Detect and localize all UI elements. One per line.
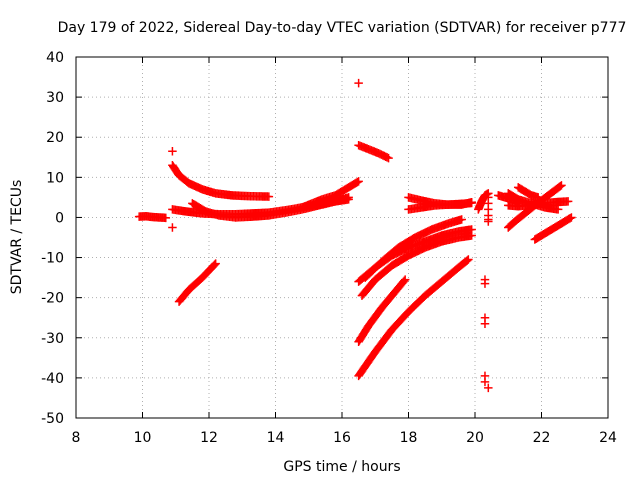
data-point xyxy=(400,275,410,284)
data-point xyxy=(555,182,565,191)
data-point xyxy=(533,193,543,202)
data-point xyxy=(457,215,466,224)
series-arc-09 xyxy=(357,231,476,300)
series-arc-07 xyxy=(354,140,393,163)
data-point xyxy=(353,177,362,187)
x-tick-label: 20 xyxy=(466,430,484,446)
y-tick-label: 0 xyxy=(55,210,64,226)
data-point xyxy=(563,197,573,206)
grid xyxy=(76,57,608,418)
data-point xyxy=(161,213,171,223)
data-point xyxy=(567,213,576,222)
chart-title: Day 179 of 2022, Sidereal Day-to-day VTE… xyxy=(58,20,627,36)
y-tick-label: -30 xyxy=(41,331,64,347)
x-tick-label: 16 xyxy=(333,430,351,446)
data-point xyxy=(264,192,274,201)
y-tick-label: -40 xyxy=(41,371,64,387)
data-points xyxy=(134,78,576,393)
data-point xyxy=(480,377,490,387)
plot-frame xyxy=(75,56,609,419)
y-axis-label: SDTVAR / TECUs xyxy=(9,180,25,295)
data-point xyxy=(211,259,220,268)
x-tick-label: 14 xyxy=(267,430,285,446)
data-point xyxy=(168,223,177,232)
data-point xyxy=(384,153,393,163)
data-point xyxy=(210,260,219,269)
data-point xyxy=(484,215,493,224)
y-tick-label: -10 xyxy=(41,251,64,267)
series-arc-14 xyxy=(404,198,476,214)
data-point xyxy=(467,198,476,208)
series-arc-21 xyxy=(513,183,543,202)
y-tick-labels: -50 -40 -30 -20 -10 0 10 20 30 40 xyxy=(41,50,64,427)
x-tick-label: 22 xyxy=(533,430,551,446)
x-tick-labels: 8 10 12 14 16 18 20 22 24 xyxy=(72,430,617,446)
y-tick-label: 10 xyxy=(46,170,64,186)
series-arc-06 xyxy=(174,259,220,306)
data-point xyxy=(399,276,409,286)
data-point xyxy=(484,199,493,208)
series-arc-01 xyxy=(134,211,171,223)
data-point xyxy=(168,147,177,156)
series-arc-10 xyxy=(361,215,466,282)
data-point xyxy=(467,231,476,240)
y-tick-label: 40 xyxy=(46,50,64,66)
x-tick-label: 8 xyxy=(72,430,81,446)
data-point xyxy=(565,213,575,223)
data-point xyxy=(480,279,490,288)
series-arc-20 xyxy=(530,213,576,244)
y-tick-label: 30 xyxy=(46,90,64,106)
data-point xyxy=(464,255,473,264)
series-arc-11 xyxy=(354,275,410,347)
series-arc-02 xyxy=(168,161,274,201)
data-point xyxy=(484,383,493,393)
y-tick-label: -50 xyxy=(41,411,64,427)
series-arc-12 xyxy=(354,255,473,381)
x-tick-label: 18 xyxy=(400,430,418,446)
x-tick-label: 24 xyxy=(599,430,617,446)
data-point xyxy=(344,193,353,202)
data-point xyxy=(354,177,363,186)
series-arc-19 xyxy=(504,181,566,232)
data-point xyxy=(557,181,566,190)
x-axis-label: GPS time / hours xyxy=(283,459,400,475)
data-point xyxy=(553,205,563,214)
y-tick-label: -20 xyxy=(41,291,64,307)
y-tick-label: 20 xyxy=(46,130,64,146)
data-point xyxy=(354,78,363,88)
series-arc-05 xyxy=(297,177,363,212)
series-outliers xyxy=(168,78,493,393)
x-tick-label: 12 xyxy=(200,430,218,446)
data-point xyxy=(480,319,490,328)
x-tick-label: 10 xyxy=(134,430,152,446)
data-point xyxy=(462,256,472,265)
